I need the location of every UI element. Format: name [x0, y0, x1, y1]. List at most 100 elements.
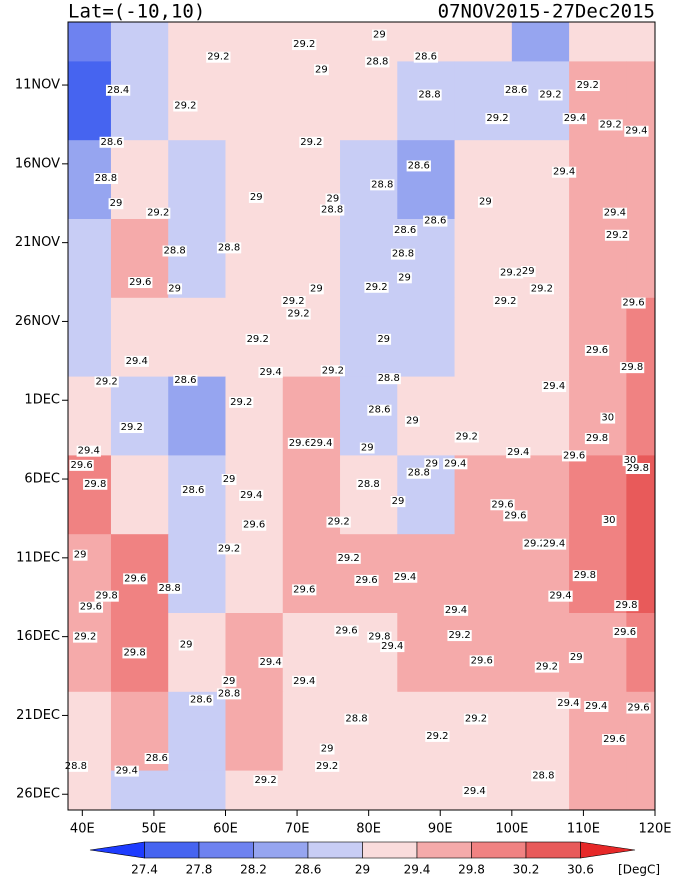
contour-label: 29.8	[615, 600, 637, 611]
contour-label: 28.8	[358, 479, 380, 490]
label-box	[622, 455, 638, 467]
label-box	[572, 570, 597, 582]
label-box	[503, 510, 528, 522]
colorbar-label: 27.8	[186, 863, 213, 877]
contour-label: 29.2	[254, 775, 276, 786]
label-box	[114, 765, 139, 777]
cell	[626, 613, 655, 693]
contour-label: 29.8	[123, 647, 145, 658]
label-box	[463, 713, 489, 725]
contour-label: 29	[392, 496, 405, 507]
label-box	[144, 752, 169, 764]
contour-label: 29.4	[445, 605, 467, 616]
x-tick-label: 50E	[142, 822, 167, 837]
cell	[68, 297, 112, 378]
contour-label: 29	[321, 744, 334, 755]
contour-label: 29.2	[577, 80, 599, 91]
label-box	[612, 626, 638, 638]
cell	[68, 22, 112, 62]
colorbar-label: 29.8	[458, 863, 485, 877]
cell	[225, 140, 284, 220]
colorbar-segment	[471, 841, 527, 859]
contour-label: 29.2	[96, 376, 118, 387]
label-box	[602, 734, 627, 746]
label-box	[397, 272, 412, 284]
contour-label: 28.6	[394, 225, 416, 236]
contour-label: 29.2	[365, 282, 387, 293]
contour-label: 29.4	[543, 539, 565, 550]
label-box	[69, 459, 94, 471]
label-box	[99, 136, 124, 148]
contour-label: 29.4	[293, 676, 315, 687]
label-box	[319, 743, 335, 755]
contour-label: 29.8	[368, 632, 390, 643]
label-box	[286, 308, 311, 320]
label-box	[239, 489, 264, 501]
contour-label: 28.8	[164, 246, 186, 257]
label-box	[162, 245, 187, 257]
contour-label: 28.6	[505, 85, 527, 96]
contour-label: 29.4	[381, 641, 403, 652]
contour-label: 29.4	[126, 356, 148, 367]
label-box	[206, 51, 231, 63]
contour-label: 29.2	[287, 309, 309, 320]
cell	[454, 219, 513, 299]
x-tick-label: 60E	[213, 822, 238, 837]
label-box	[216, 242, 242, 254]
contour-label: 29	[425, 458, 438, 469]
colorbar-arrow	[89, 841, 145, 859]
cell	[340, 691, 398, 772]
label-box	[178, 639, 194, 651]
label-box	[253, 775, 278, 787]
contour-label: 28.8	[218, 242, 240, 253]
label-box	[485, 113, 510, 125]
contour-label: 29.6	[586, 345, 608, 356]
contour-label: 29.2	[247, 334, 269, 345]
label-box	[376, 373, 401, 385]
colorbar-label: 30.2	[513, 863, 540, 877]
label-box	[404, 415, 420, 427]
cell	[340, 534, 398, 614]
contour-label: 29.4	[78, 446, 100, 457]
contour-label: 29.2	[316, 761, 338, 772]
label-box	[551, 166, 577, 178]
colorbar-segment	[253, 841, 309, 859]
y-tick-label: 26DEC	[16, 787, 60, 802]
label-box	[562, 113, 587, 125]
contour-label: 29	[110, 198, 123, 209]
contour-label: 29.2	[74, 632, 96, 643]
contour-label: 29.2	[282, 296, 304, 307]
contour-label: 29.6	[627, 703, 649, 714]
label-box	[390, 248, 416, 260]
contour-label: 28.4	[107, 85, 129, 96]
label-box	[320, 204, 345, 216]
label-box	[443, 458, 468, 470]
label-box	[393, 225, 418, 237]
contour-label: 29.2	[606, 230, 628, 241]
label-box	[128, 277, 153, 289]
contour-label: 29.4	[625, 126, 647, 137]
cell	[511, 297, 570, 378]
cell	[168, 297, 226, 378]
contour-label: 29	[74, 550, 87, 561]
colorbar-label: 28.2	[240, 863, 267, 877]
contour-label: 28.6	[408, 160, 430, 171]
colorbar-segment	[198, 841, 254, 859]
contour-label: 28.8	[392, 249, 414, 260]
contour-label: 29.2	[456, 431, 478, 442]
label-box	[221, 675, 237, 687]
colorbar-segment	[416, 841, 472, 859]
contour-label: 29.2	[337, 553, 359, 564]
contour-label: 29.6	[293, 584, 315, 595]
label-box	[94, 376, 119, 388]
contour-label: 28.6	[368, 405, 390, 416]
label-box	[119, 422, 144, 434]
colorbar-unit: [DegC]	[618, 863, 660, 877]
label-box	[336, 552, 361, 564]
contour-label: 29.6	[614, 627, 636, 638]
y-tick-label: 21DEC	[16, 708, 60, 723]
colorbar-segment	[525, 841, 581, 859]
cell	[282, 770, 341, 810]
colorbar-segment	[307, 841, 363, 859]
contour-label: 29	[223, 676, 236, 687]
